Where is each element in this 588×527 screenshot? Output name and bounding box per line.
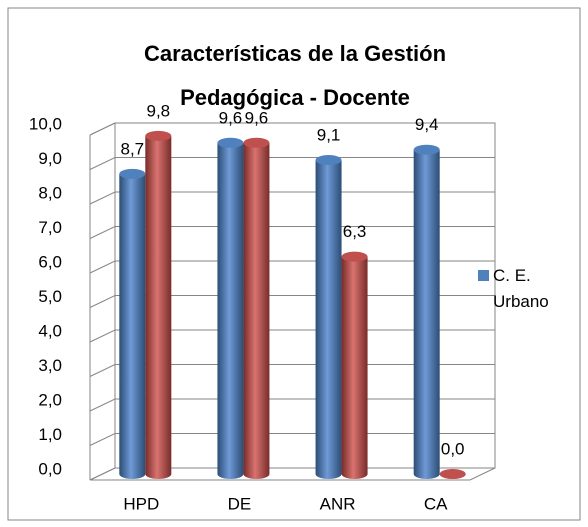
grid-line: [89, 433, 495, 446]
y-tick-label: 7,0: [38, 218, 62, 237]
x-tick-label: DE: [228, 494, 252, 513]
data-label: 9,6: [219, 108, 243, 127]
grid-line: [89, 467, 495, 481]
bar: [315, 160, 342, 480]
data-label: 0,0: [441, 439, 465, 458]
bar: [217, 142, 244, 480]
bar-cap: [217, 137, 244, 148]
bar: [243, 142, 270, 480]
grid-line: [89, 398, 495, 412]
y-tick-label: 9,0: [38, 149, 62, 168]
grid-line: [89, 191, 495, 205]
bar-cap: [413, 144, 440, 155]
frame-border: [7, 7, 581, 521]
bar: [341, 256, 368, 479]
grid-line: [89, 295, 495, 308]
grid-line: [89, 329, 495, 343]
bar: [145, 135, 172, 479]
data-label: 9,6: [245, 108, 269, 127]
data-label: 9,8: [146, 101, 170, 120]
bar-cap: [439, 469, 466, 479]
x-tick-label: HPD: [123, 494, 159, 513]
bar-cap: [315, 155, 342, 166]
bar: [119, 173, 146, 479]
y-tick-label: 2,0: [38, 390, 62, 409]
y-tick-label: 4,0: [38, 321, 62, 340]
chart-title: Características de la Gestión Pedagógica…: [143, 41, 447, 110]
legend-swatch: [478, 270, 489, 281]
grid-line: [89, 157, 495, 170]
y-tick-label: 3,0: [38, 356, 62, 375]
bar-cap: [119, 168, 146, 179]
grid-line: [89, 122, 495, 136]
data-label: 6,3: [343, 222, 367, 241]
bar-cap: [341, 251, 368, 262]
grid-line: [89, 226, 495, 239]
y-tick-label: 0,0: [38, 459, 62, 478]
y-tick-label: 1,0: [38, 425, 62, 444]
grid-line: [89, 260, 495, 274]
data-label: 9,1: [317, 126, 341, 145]
bar-cap: [145, 130, 172, 141]
y-tick-label: 8,0: [38, 183, 62, 202]
x-tick-label: ANR: [320, 494, 356, 513]
bar-cap: [243, 137, 270, 148]
legend-label: C. E. Urbano: [493, 266, 549, 311]
x-tick-label: CA: [424, 494, 448, 513]
bar: [413, 149, 440, 479]
data-label: 8,7: [120, 139, 144, 158]
y-tick-label: 10,0: [29, 114, 62, 133]
data-label: 9,4: [415, 115, 439, 134]
y-tick-label: 6,0: [38, 252, 62, 271]
y-tick-label: 5,0: [38, 287, 62, 306]
grid-line: [89, 364, 495, 377]
